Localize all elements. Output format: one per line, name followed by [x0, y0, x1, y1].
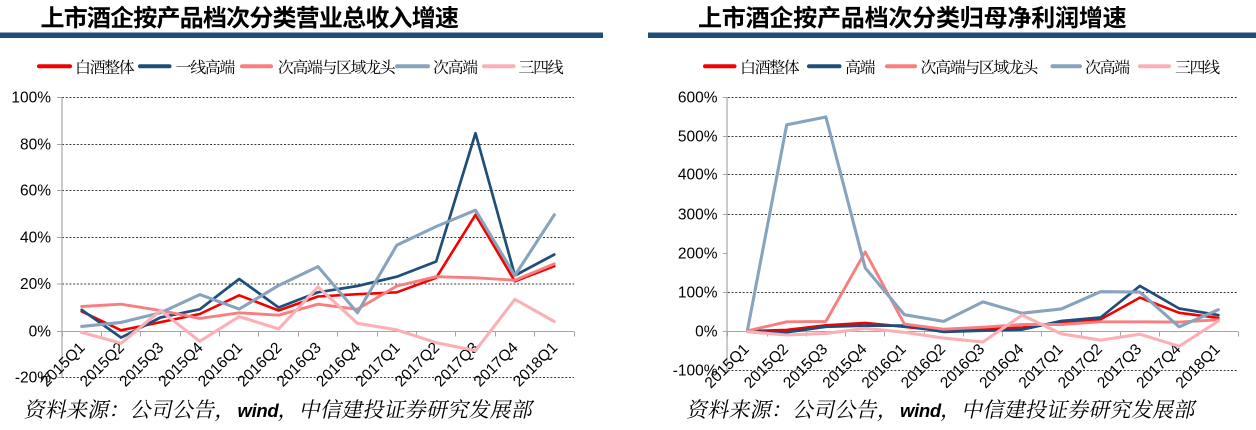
- svg-text:300%: 300%: [678, 207, 718, 224]
- svg-text:100%: 100%: [11, 90, 51, 107]
- svg-text:0%: 0%: [29, 324, 52, 341]
- svg-text:wind: wind: [238, 400, 280, 421]
- svg-text:20%: 20%: [20, 276, 51, 293]
- svg-text:40%: 40%: [20, 230, 51, 247]
- svg-text:400%: 400%: [678, 167, 718, 184]
- svg-text:80%: 80%: [20, 137, 51, 154]
- svg-text:100%: 100%: [678, 285, 718, 302]
- svg-text:600%: 600%: [678, 90, 718, 107]
- svg-text:0%: 0%: [695, 324, 718, 341]
- svg-text:500%: 500%: [678, 129, 718, 146]
- svg-text:wind: wind: [900, 400, 942, 421]
- svg-text:60%: 60%: [20, 183, 51, 200]
- svg-text:-100%: -100%: [673, 363, 718, 380]
- svg-text:-20%: -20%: [15, 370, 51, 387]
- svg-text:200%: 200%: [678, 246, 718, 263]
